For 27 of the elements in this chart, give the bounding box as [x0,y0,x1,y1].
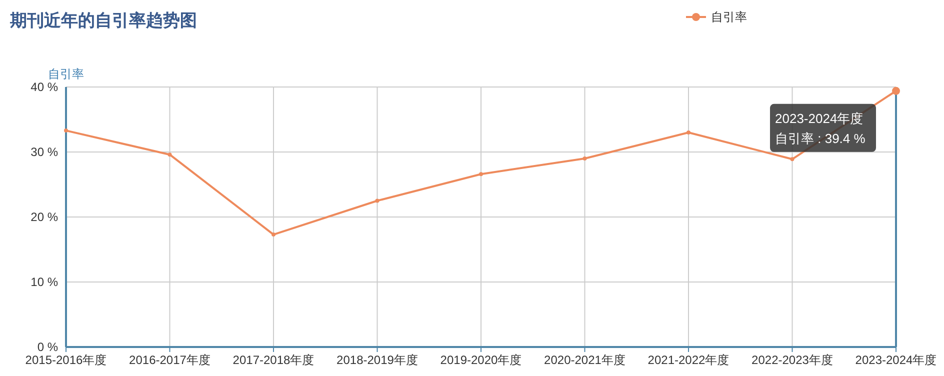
point [272,232,276,237]
point [64,128,68,133]
y-tick-label: 30 % [30,145,58,159]
y-tick-label: 10 % [30,275,58,289]
point [375,198,380,203]
point [790,157,794,162]
x-tick-label: 2019-2020年度 [440,353,522,367]
y-axis-title: 自引率 [48,67,84,81]
x-tick-label: 2016-2017年度 [129,353,210,367]
legend-label: 自引率 [711,10,747,24]
x-tick-label: 2018-2019年度 [336,353,418,367]
chart-title: 期刊近年的自引率趋势图 [9,11,197,30]
x-tick-label: 2021-2022年度 [648,353,730,367]
x-tick-label: 2020-2021年度 [544,353,626,367]
x-tick-label: 2015-2016年度 [25,353,107,367]
point [582,156,587,160]
point [479,172,483,176]
x-tick-label: 2022-2023年度 [752,353,833,367]
y-tick-label: 40 % [30,80,58,94]
point [686,130,690,134]
y-tick-label: 20 % [30,210,58,224]
y-tick-label: 0 % [37,340,58,354]
annotation: 自引率 : 39.4 % [775,130,866,146]
x-tick-label: 2017-2018年度 [232,353,314,367]
x-tick-label: 2023-2024年度 [855,353,937,367]
point [168,152,172,157]
annotation: 2023-2024年度 [775,110,864,126]
